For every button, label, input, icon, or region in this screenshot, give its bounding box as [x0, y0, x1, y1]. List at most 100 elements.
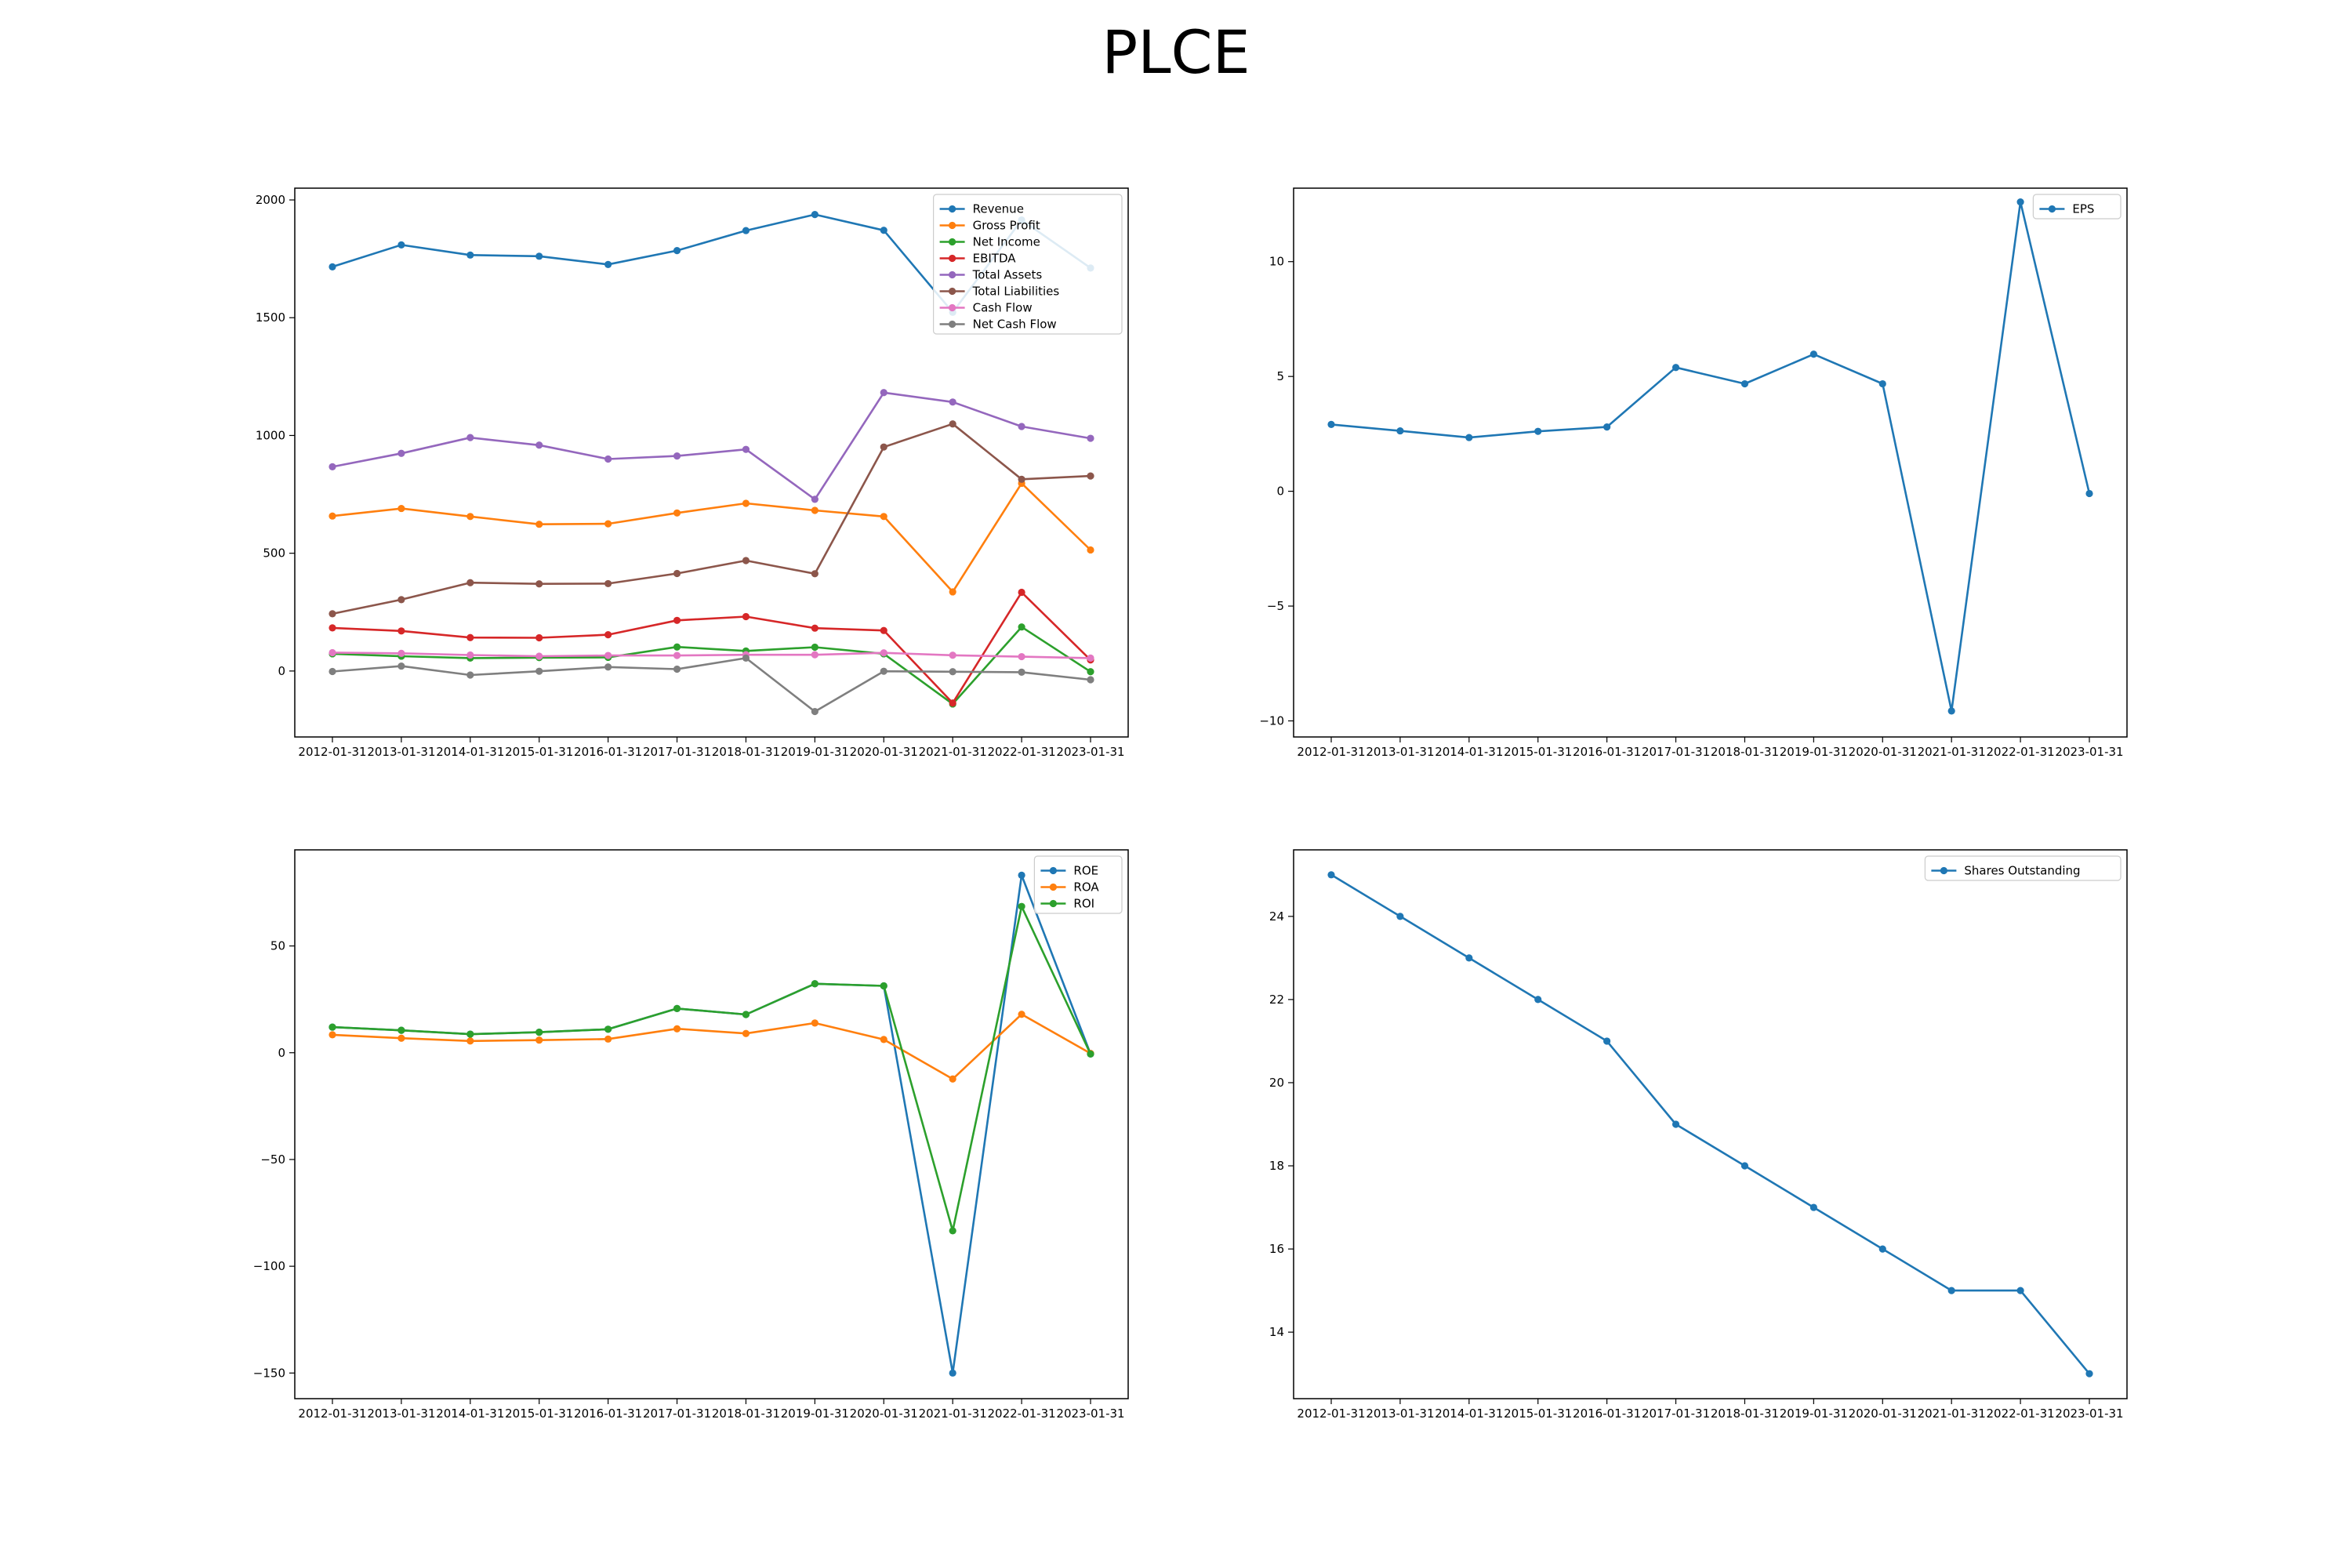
panel-3-series-0-point	[1327, 871, 1335, 879]
panel-2-legend-label-1: ROA	[1073, 880, 1099, 895]
panel-1-series-0-point	[1740, 379, 1749, 388]
panel-2-series-2-point	[604, 1025, 612, 1033]
panel-1-series-0-point	[1671, 364, 1680, 372]
panel-0-series-0-point	[673, 247, 681, 255]
panel-0-x-tick-label: 2018-01-31	[712, 745, 780, 759]
panel-3-series-0-point	[1534, 996, 1542, 1004]
panel-0-series-7-point	[673, 665, 681, 673]
panel-2-series-line-2	[332, 905, 1092, 1232]
panel-0-series-3-point	[397, 627, 405, 635]
panel-0-x-tick-label: 2022-01-31	[987, 745, 1055, 759]
panel-2-legend: ROE ROA ROI	[1033, 855, 1123, 914]
panel-0-series-7-point	[949, 668, 956, 676]
panel-0-series-5-point	[397, 596, 405, 604]
panel-3-y-tick-label: 22	[1269, 993, 1284, 1007]
panel-0-series-6-point	[949, 652, 956, 659]
panel-2-series-2-point	[880, 982, 887, 990]
panel-3-y-tick-label: 24	[1269, 909, 1284, 924]
panel-0-legend-marker-0	[949, 205, 956, 213]
panel-3-x-tick-label: 2015-01-31	[1504, 1406, 1572, 1421]
panel-3-x-tick-label: 2013-01-31	[1366, 1406, 1434, 1421]
panel-0-series-2-point	[673, 643, 681, 651]
panel-3-x-tick-label: 2014-01-31	[1435, 1406, 1503, 1421]
panel-2-y-tick-label: −150	[253, 1366, 285, 1380]
panel-0-series-1-point	[466, 513, 474, 521]
panel-0-series-6-point	[811, 651, 818, 659]
panel-1-x-tick-label: 2015-01-31	[1504, 745, 1572, 759]
panel-0-series-line-6	[332, 652, 1091, 659]
panel-0-series-6-point	[880, 649, 887, 657]
panel-2-series-1-point	[1018, 1011, 1025, 1018]
panel-3-series-0-point	[1740, 1162, 1749, 1170]
panel-0-series-7-point	[466, 671, 474, 679]
panel-2-series-1-point	[535, 1036, 543, 1044]
eps-line-chart: 2012-01-31 2013-01-31 2014-01-31 2015-01-31…	[1259, 187, 2128, 759]
panel-1-series-0-point	[1809, 350, 1817, 358]
panel-3-series-0-point	[2085, 1370, 2093, 1377]
panel-0-series-4-point	[1018, 423, 1025, 430]
panel-3-frame	[1293, 849, 2128, 1399]
panel-1-y-tick-label: 10	[1269, 255, 1284, 269]
panel-3-series-0-point	[1465, 954, 1473, 962]
panel-0-x-tick-label: 2017-01-31	[643, 745, 711, 759]
panel-2-legend-label-2: ROI	[1073, 897, 1094, 911]
panel-2-series-1-point	[397, 1034, 405, 1042]
panel-2-x-tick-label: 2020-01-31	[850, 1406, 918, 1421]
panel-1-legend-box	[2032, 194, 2122, 220]
panel-0-x-tick-label: 2021-01-31	[919, 745, 987, 759]
panel-1-series-0-point	[2016, 198, 2024, 206]
panel-3-x-tick-label: 2021-01-31	[1918, 1406, 1986, 1421]
panel-0-y-tick-label: 2000	[256, 193, 285, 207]
panel-0-series-0-point	[604, 260, 612, 268]
panel-0-series-1-point	[535, 521, 543, 528]
panel-3-legend: Shares Outstanding	[1924, 855, 2122, 881]
panel-0-series-6-point	[466, 651, 474, 659]
panel-0-series-3-point	[1018, 588, 1025, 597]
panel-0-legend-marker-4	[949, 270, 956, 279]
panel-0-series-6-point	[673, 652, 681, 659]
panel-2-series-1-point	[328, 1031, 336, 1039]
financials-line-chart: 2012-01-31 2013-01-31 2014-01-31 2015-01-31…	[256, 187, 1129, 759]
panel-2-x-tick-label: 2018-01-31	[712, 1406, 780, 1421]
panel-3-x-tick-label: 2018-01-31	[1711, 1406, 1779, 1421]
panel-3-y-tick-label: 14	[1269, 1325, 1284, 1339]
panel-2-x-tick-label: 2017-01-31	[643, 1406, 711, 1421]
panel-0-y-tick-label: 500	[263, 546, 285, 561]
panel-0-legend-label-7: Net Cash Flow	[973, 318, 1057, 332]
panel-1-x-tick-label: 2021-01-31	[1918, 745, 1986, 759]
panel-1-legend: EPS	[2032, 194, 2122, 220]
panel-2-series-1-point	[742, 1029, 750, 1037]
panel-3-series-line-0	[1330, 873, 2091, 1375]
panel-3-series-0-point	[1878, 1245, 1886, 1253]
panel-0-series-line-4	[332, 391, 1091, 501]
panel-1-series-0-point	[1327, 420, 1335, 428]
panel-0-legend-label-3: EBITDA	[973, 252, 1017, 266]
panel-2-series-2-point	[811, 980, 818, 988]
panel-1-series-0-point	[1465, 434, 1473, 441]
panel-0-series-line-5	[332, 423, 1091, 615]
panel-3-y-tick-label: 16	[1269, 1242, 1284, 1256]
panel-0-series-5-point	[604, 579, 612, 588]
returns-line-chart: 2012-01-31 2013-01-31 2014-01-31 2015-01-31…	[253, 849, 1129, 1421]
panel-0-series-1-point	[397, 504, 405, 513]
panel-2-x-tick-label: 2023-01-31	[1056, 1406, 1124, 1421]
panel-2-series-2-point	[397, 1026, 405, 1034]
panel-0-legend: Revenue Gross Profit Net Income EBITDA Total…	[932, 194, 1123, 335]
panel-1-x-tick-label: 2016-01-31	[1573, 745, 1641, 759]
panel-3-x-tick-label: 2016-01-31	[1573, 1406, 1641, 1421]
panel-0-series-4-point	[811, 495, 818, 503]
panel-0-series-3-point	[811, 624, 818, 632]
panel-0-x-tick-label: 2014-01-31	[436, 745, 504, 759]
panel-1-x-tick-label: 2022-01-31	[1986, 745, 2054, 759]
panel-2-x-tick-label: 2014-01-31	[436, 1406, 504, 1421]
panel-1-series-line-0	[1330, 201, 2091, 713]
panel-0-series-line-1	[332, 482, 1091, 593]
panel-2-y-tick-label: −100	[253, 1259, 285, 1273]
panel-0-series-3-point	[742, 612, 750, 621]
panel-0-series-6-point	[535, 652, 543, 660]
panel-0-legend-label-6: Cash Flow	[973, 301, 1033, 315]
panel-0-series-3-point	[328, 624, 336, 632]
panel-3-y-tick-label: 20	[1269, 1076, 1284, 1090]
panel-0-series-6-point	[397, 649, 405, 657]
panel-1-legend-marker-0	[2048, 205, 2056, 213]
